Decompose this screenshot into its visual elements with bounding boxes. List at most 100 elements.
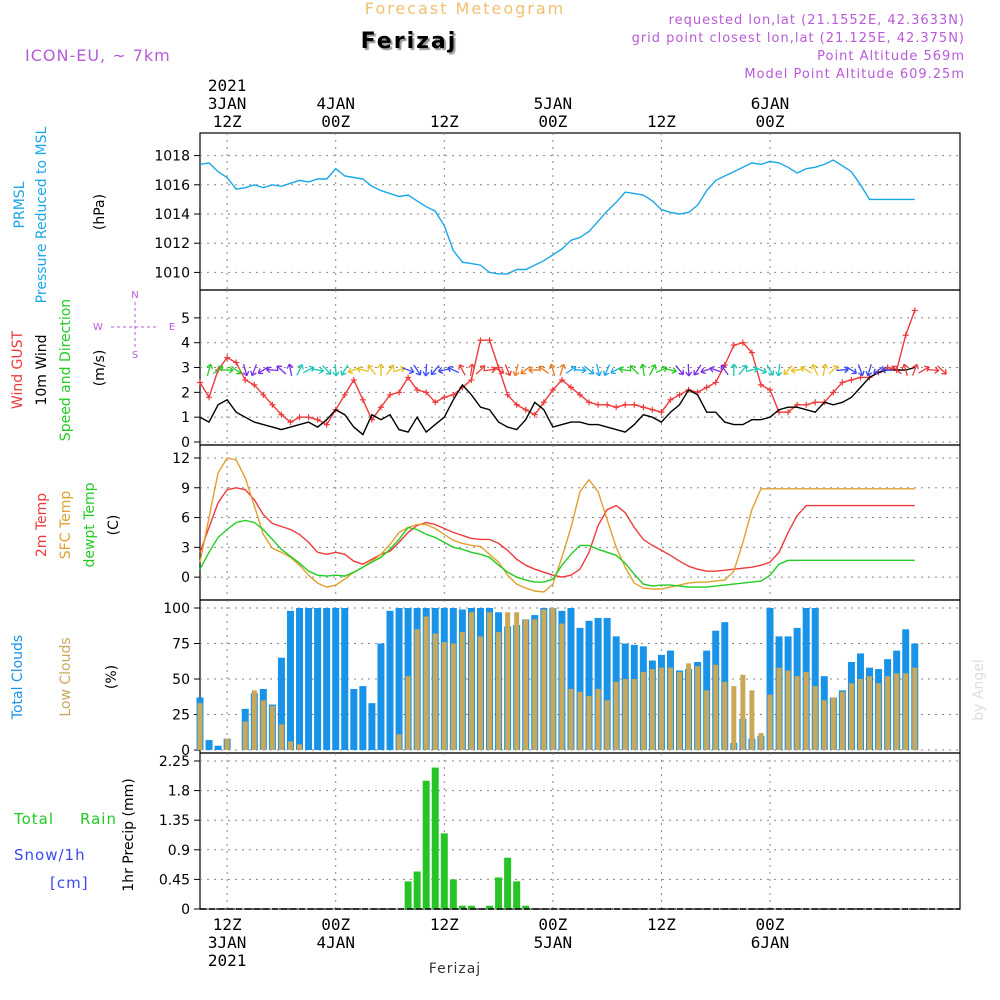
wind-arrow-head [783,369,789,375]
wind-arrow-head [720,364,727,371]
low-cloud-bar [224,738,230,750]
low-cloud-bar [658,667,664,750]
wind-arrow-shaft [745,367,758,373]
rain-bar [486,905,494,909]
wind-direction-arrow [276,365,287,375]
wind-direction-arrow [821,363,829,377]
total-cloud-bar [766,608,774,750]
top-axis-label: 4JAN [316,94,355,113]
wind-direction-arrow [206,363,214,376]
wind-direction-arrow [402,367,415,375]
gust-marker [676,391,683,398]
wind-arrow-head [843,366,849,374]
wind-arrow-shaft [777,363,781,377]
low-cloud-bar [731,686,737,750]
y-tick-label: 1010 [154,265,190,281]
wind-arrow-head [570,365,577,372]
wind-arrow-head [430,369,437,376]
top-axis-label: 12Z [430,112,459,131]
total-cloud-bar [332,608,340,750]
y-tick-label: 6 [181,511,190,527]
pressure-label-full: Pressure Reduced to MSL [34,126,50,303]
series-line-prmsl [199,159,915,275]
low-cloud-bar [514,612,520,750]
wind-arrow-head [639,363,647,369]
wind-arrow-head [800,365,806,372]
wind-arrow-shaft [538,366,550,374]
compass: N W E S [93,290,175,361]
wind-arrow-shaft [393,367,405,373]
wind-arrow-head [257,368,264,375]
clouds-panel: Total Clouds Low Clouds (%) by Angel 0 25… [10,599,987,759]
low-cloud-bar [251,690,257,750]
wind-arrow-shaft [675,364,684,376]
wind-arrow-shaft [709,367,722,373]
wind-arrow-shaft [514,364,519,376]
y-tick-label: 25 [172,708,190,724]
y-tick-label: 1 [181,410,190,426]
series-line-sfc-temp [199,457,915,593]
wind-direction-arrow [800,365,812,374]
wind-arrow-shaft [504,364,511,376]
wind-direction-arrow [528,366,541,374]
gust-marker [414,386,421,393]
low-cloud-bar [287,741,293,750]
gust-marker [857,374,864,381]
wind-arrow-shaft [791,368,804,372]
gust-marker [577,391,583,398]
y-tick-label: 5 [181,311,190,327]
wind-direction-arrow [675,364,685,376]
low-cloud-bar [848,683,854,750]
total-cloud-bar [205,740,213,750]
wind-arrow-shaft [664,368,677,372]
wind-direction-arrow [265,366,279,374]
low-cloud-bar [297,744,303,750]
total-cloud-bar [214,745,222,750]
wind-direction-arrow [720,364,729,376]
location-title: Ferizaj [361,29,458,54]
low-cloud-bar [794,676,800,750]
gust-marker [513,401,520,408]
gust-marker [432,399,439,406]
wind-direction-arrow [565,365,577,374]
wind-arrow-shaft [288,363,293,377]
low-cloud-bar [532,619,538,750]
gust-marker [377,404,384,411]
wind-arrow-shaft [296,364,303,376]
wind-arrow-head [790,366,796,374]
panel-frame [199,752,961,910]
total-cloud-bar [594,617,602,750]
wind-arrow-shaft [766,364,774,376]
y-tick-label: 2.25 [159,754,190,770]
total-cloud-bar [314,608,322,750]
wind-direction-arrow [296,364,304,376]
low-cloud-bar [912,667,918,750]
wind-direction-arrow [937,365,947,375]
low-cloud-bar [604,700,610,750]
wind-direction-arrow [356,365,369,373]
low-cloud-bar [595,688,601,750]
wind-arrow-head [408,367,415,375]
y-tick-label: 0 [181,435,190,451]
gust-marker [839,379,846,386]
wind-arrow-shaft [720,364,729,376]
gust-marker [296,414,303,421]
wind-arrow-head [678,369,685,376]
top-axis-label: 6JAN [751,94,790,113]
series-line-10m-wind [199,366,915,436]
wind-direction-arrow [639,363,647,377]
low-cloud-bar [613,681,619,750]
wind-arrow-head [505,370,512,377]
low-cloud-bar [441,642,447,750]
wind-direction-arrow [693,364,702,376]
gust-marker [848,376,855,383]
wind-10m-label: 10m Wind [34,334,50,405]
low-cloud-bar [767,694,773,750]
total-cloud-bar [350,688,358,750]
wind-direction-arrow [493,366,505,375]
gust-marker [767,386,773,393]
bottom-axis-label: 00Z [538,915,567,934]
wind-direction-arrow [221,366,234,374]
wind-panel: Wind GUST 10m Wind Speed and Direction (… [10,289,961,451]
wind-arrow-shaft [559,364,565,376]
